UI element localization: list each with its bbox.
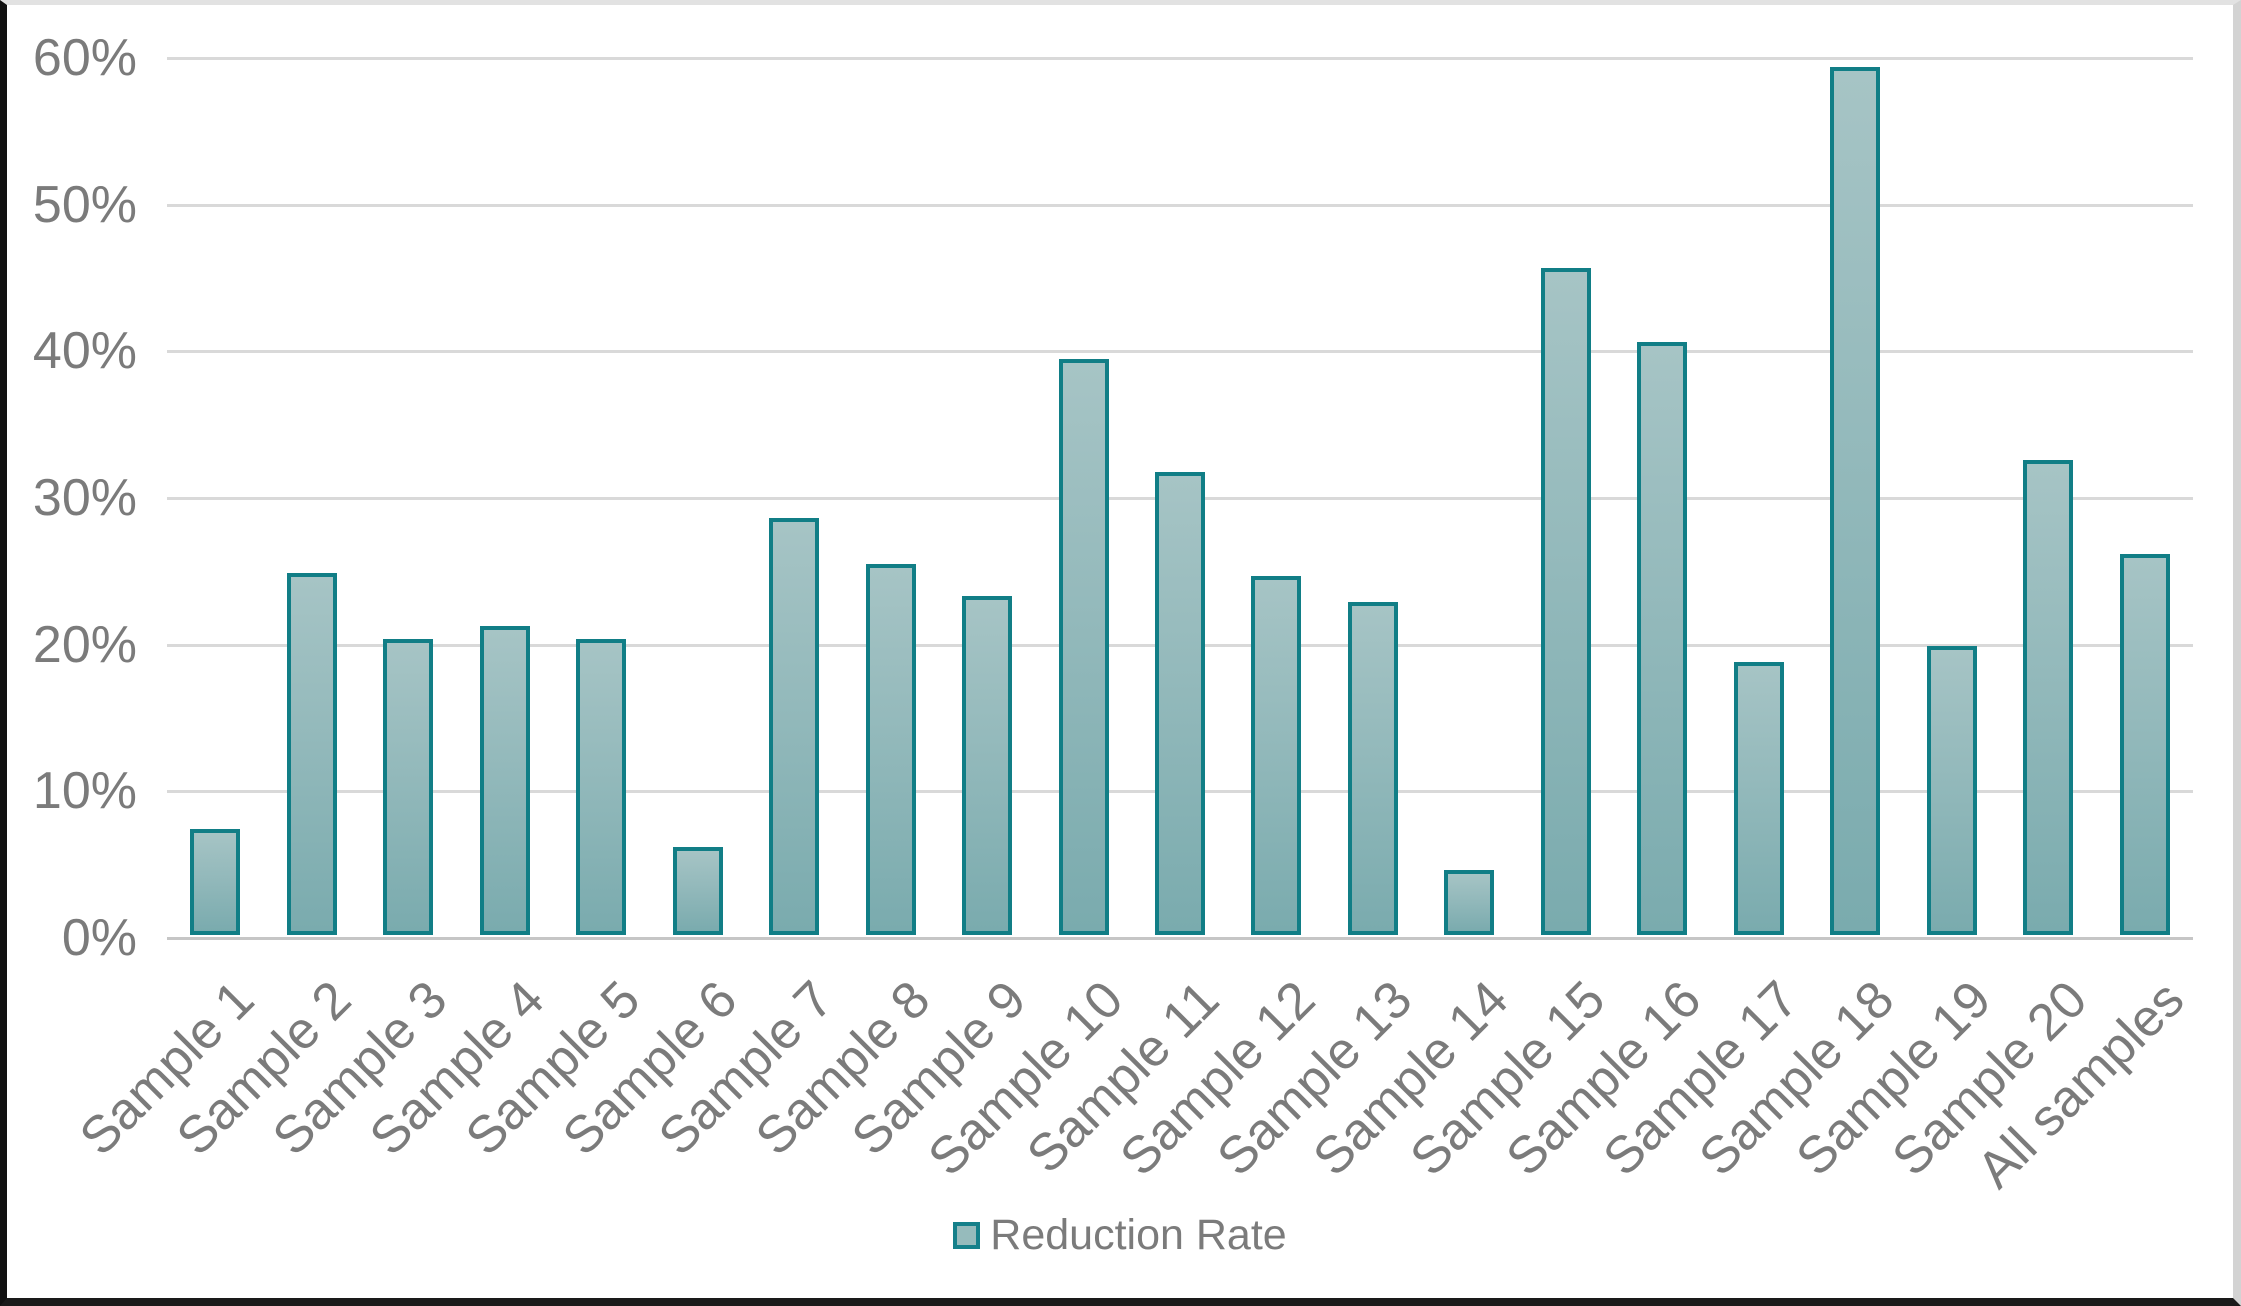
legend: Reduction Rate bbox=[7, 1203, 2233, 1267]
bar-sample-13 bbox=[1347, 602, 1398, 935]
y-tick-20: 20% bbox=[32, 615, 137, 674]
bar-all-samples bbox=[2119, 553, 2170, 935]
plot-area bbox=[167, 57, 2193, 940]
bar-sample-17 bbox=[1733, 662, 1784, 935]
y-tick-0: 0% bbox=[61, 909, 137, 967]
y-tick-10: 10% bbox=[32, 762, 137, 821]
legend-label: Reduction Rate bbox=[990, 1210, 1287, 1259]
y-tick-40: 40% bbox=[32, 322, 137, 381]
bar-sample-18 bbox=[1830, 66, 1881, 935]
bar-sample-10 bbox=[1058, 358, 1109, 935]
y-tick-60: 60% bbox=[32, 29, 137, 87]
bar-sample-2 bbox=[286, 572, 337, 935]
bar-sample-6 bbox=[672, 847, 723, 935]
x-axis-line bbox=[167, 937, 2193, 940]
gridline-60 bbox=[167, 57, 2193, 60]
bar-sample-3 bbox=[383, 638, 434, 935]
bar-sample-8 bbox=[865, 563, 916, 935]
bar-sample-12 bbox=[1251, 575, 1302, 935]
y-tick-50: 50% bbox=[32, 175, 137, 234]
bar-sample-11 bbox=[1155, 471, 1205, 935]
bar-sample-19 bbox=[1926, 646, 1977, 935]
bar-sample-16 bbox=[1637, 342, 1688, 935]
bar-sample-5 bbox=[576, 638, 627, 935]
legend-swatch-icon bbox=[953, 1221, 981, 1249]
gridline-50 bbox=[167, 203, 2193, 207]
bar-sample-15 bbox=[1540, 267, 1591, 935]
bar-sample-4 bbox=[479, 625, 530, 935]
gridline-40 bbox=[167, 350, 2193, 354]
bar-sample-14 bbox=[1444, 870, 1495, 935]
y-tick-30: 30% bbox=[32, 469, 137, 527]
bar-sample-7 bbox=[769, 518, 820, 935]
bar-sample-20 bbox=[2023, 459, 2074, 935]
bar-sample-9 bbox=[962, 596, 1013, 935]
bar-sample-1 bbox=[190, 829, 241, 935]
